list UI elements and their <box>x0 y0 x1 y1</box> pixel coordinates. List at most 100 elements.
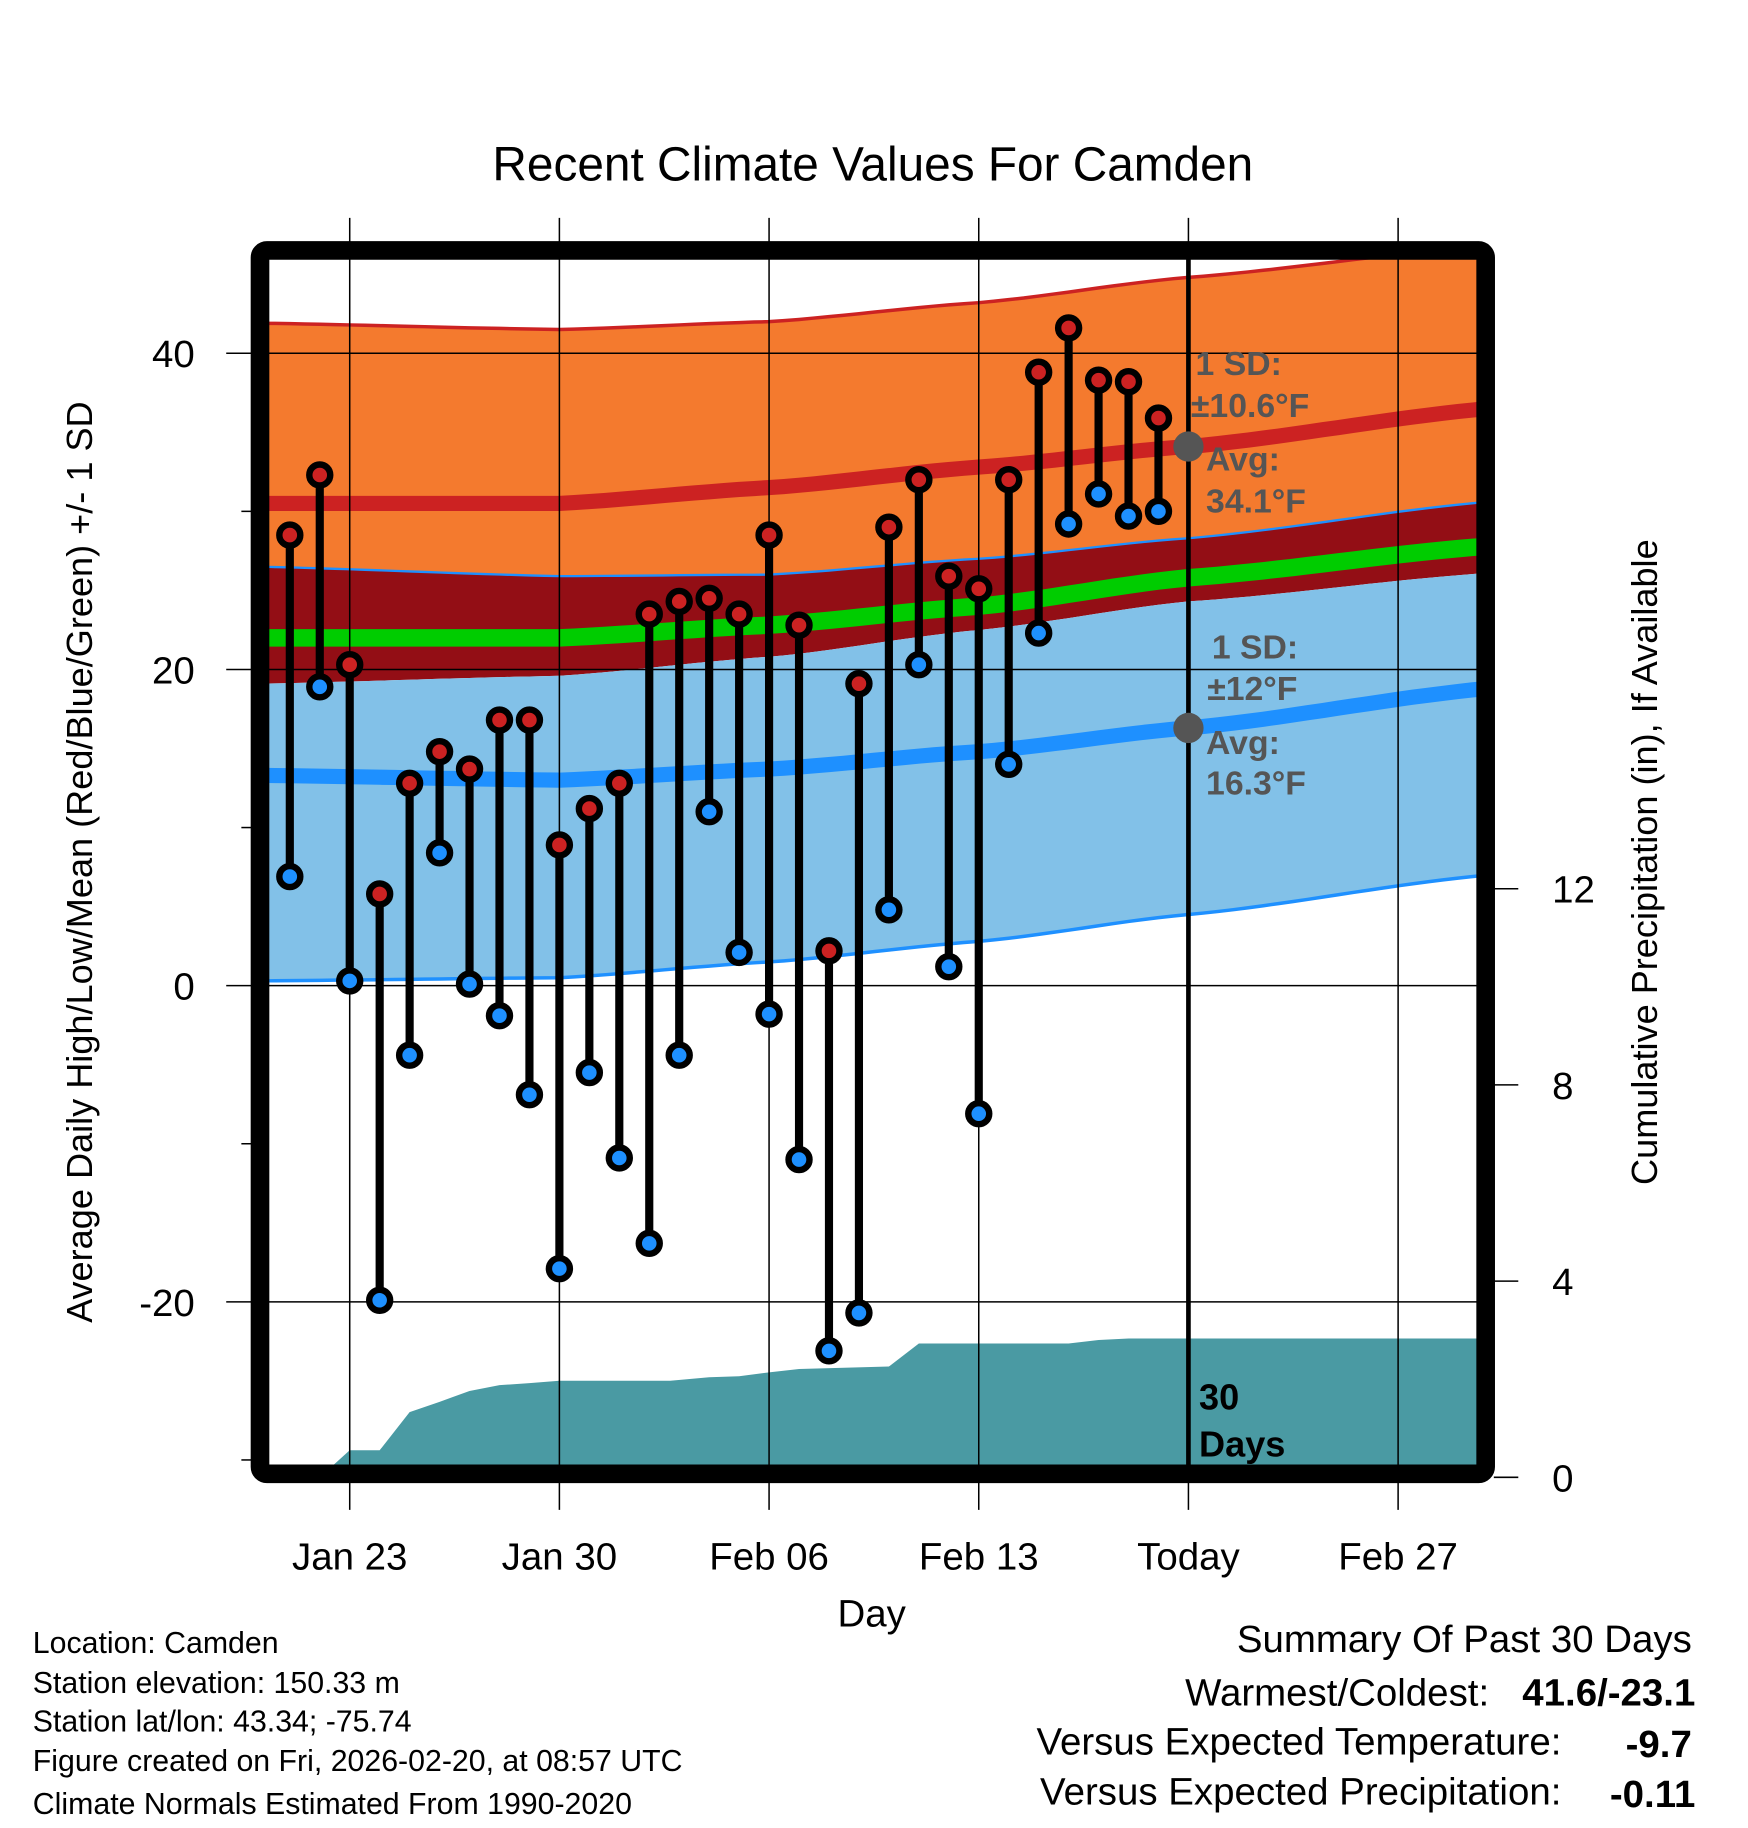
summary-title: Summary Of Past 30 Days <box>1237 1618 1692 1661</box>
mean-line <box>268 538 1478 647</box>
low-point <box>605 1144 633 1172</box>
high-point <box>1054 314 1083 342</box>
footer-elevation: Station elevation: 150.33 m <box>33 1667 400 1700</box>
high-point <box>905 466 933 494</box>
day-bar <box>336 651 364 995</box>
high-point <box>545 831 574 859</box>
day-bar <box>785 611 813 1174</box>
x-axis-label: Day <box>837 1592 906 1635</box>
x-tick-label: Feb 27 <box>1338 1535 1458 1578</box>
day-bar <box>545 831 574 1283</box>
low-point <box>1114 502 1143 530</box>
day-bar <box>515 706 544 1109</box>
low-point <box>695 798 723 826</box>
low-sd-label: 1 SD: <box>1212 628 1298 666</box>
footer-location: Location: Camden <box>33 1627 279 1660</box>
x-tick-label: Jan 23 <box>292 1535 407 1578</box>
low-point <box>755 1000 783 1028</box>
high-point <box>665 587 693 616</box>
low-point <box>365 1286 394 1314</box>
high-point <box>455 755 484 783</box>
footer-latlon: Station lat/lon: 43.34; -75.74 <box>33 1705 412 1738</box>
y-tick-label: 20 <box>152 649 195 692</box>
low-point <box>665 1041 693 1069</box>
low-point <box>336 967 364 995</box>
high-point <box>336 651 364 679</box>
days-count-label: 30 <box>1199 1377 1239 1418</box>
high-point <box>1144 404 1173 432</box>
high-avg-label: Avg: <box>1206 441 1280 479</box>
low-point <box>455 970 484 998</box>
summary-panel: Summary Of Past 30 Days Warmest/Coldest:… <box>1036 1618 1695 1816</box>
days-text-label: Days <box>1199 1423 1285 1464</box>
low-point <box>875 896 903 924</box>
day-bar <box>1084 366 1113 508</box>
low-point <box>965 1100 993 1128</box>
low-point <box>425 839 454 867</box>
low-point <box>1054 510 1083 538</box>
high-avg-value: 34.1°F <box>1206 483 1306 521</box>
day-bar <box>395 769 424 1069</box>
warmest-value: 41.6/-23.1 <box>1522 1672 1695 1715</box>
day-bar <box>485 706 514 1030</box>
footer-normals: Climate Normals Estimated From 1990-2020 <box>33 1788 632 1821</box>
high-point <box>306 461 334 489</box>
low-point <box>1024 619 1053 647</box>
low-point <box>905 651 933 679</box>
high-point <box>485 706 514 734</box>
high-point <box>515 706 544 734</box>
high-point <box>935 562 963 590</box>
day-bar <box>1114 368 1143 530</box>
low-point <box>845 1299 873 1327</box>
low-sd-band <box>268 573 1478 981</box>
high-point <box>815 937 843 965</box>
y2-axis-label: Cumulative Precipitation (in), If Availa… <box>1624 539 1665 1185</box>
precip-label: Versus Expected Precipitation: <box>1040 1771 1561 1814</box>
warmest-label: Warmest/Coldest: <box>1185 1672 1489 1715</box>
low-point <box>995 750 1023 779</box>
low-point <box>575 1058 604 1087</box>
low-point <box>635 1229 663 1258</box>
x-tick-label: Feb 06 <box>709 1535 829 1578</box>
low-point <box>395 1041 424 1069</box>
high-point <box>605 769 633 797</box>
high-point <box>755 521 783 549</box>
y2-tick-label: 4 <box>1552 1261 1573 1304</box>
footer-created: Figure created on Fri, 2026-02-20, at 08… <box>33 1745 683 1778</box>
low-point <box>276 862 304 891</box>
high-point <box>575 794 604 823</box>
low-avg-value: 16.3°F <box>1206 765 1306 803</box>
low-point <box>935 952 963 981</box>
high-point <box>1114 368 1143 396</box>
day-bar <box>1144 404 1173 526</box>
high-point <box>965 575 993 603</box>
high-point <box>875 513 903 541</box>
plot-frame <box>250 241 1495 1484</box>
station-info: Location: Camden Station elevation: 150.… <box>33 1627 683 1821</box>
low-point <box>725 938 753 967</box>
low-point <box>1084 480 1113 508</box>
high-sd-label: 1 SD: <box>1196 345 1282 383</box>
day-bar <box>605 769 633 1172</box>
high-avg-dot <box>1173 431 1204 462</box>
day-bar <box>995 466 1023 779</box>
day-bar <box>815 937 843 1365</box>
low-point <box>815 1337 843 1365</box>
high-point <box>365 880 394 908</box>
day-bar <box>455 755 484 998</box>
high-point <box>425 737 454 766</box>
day-bar <box>905 466 933 679</box>
y2-tick-label: 8 <box>1552 1065 1573 1108</box>
day-bar <box>695 584 723 826</box>
x-tick-label: Today <box>1137 1535 1240 1578</box>
low-avg-dot <box>1173 712 1204 744</box>
precip-area <box>332 1338 1478 1466</box>
day-bar <box>365 880 394 1314</box>
high-point <box>845 669 873 698</box>
y-tick-label: 40 <box>152 333 195 376</box>
low-point <box>515 1081 544 1109</box>
high-point <box>725 600 753 628</box>
high-minus-sd-line <box>268 501 1478 578</box>
low-point <box>485 1002 514 1030</box>
